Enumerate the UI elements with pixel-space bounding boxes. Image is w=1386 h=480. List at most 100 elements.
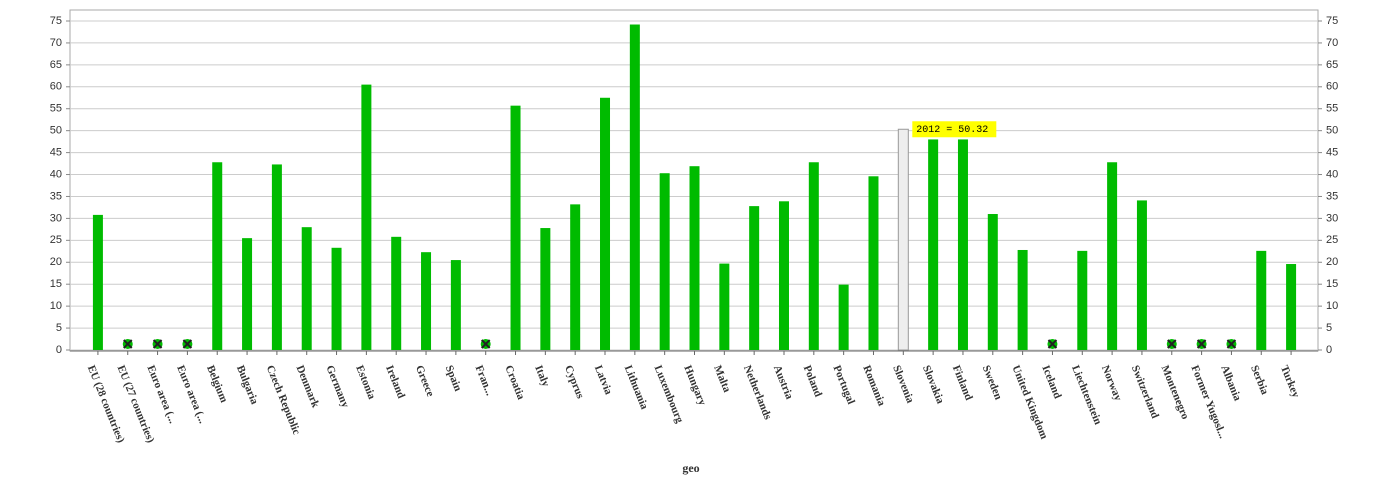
bar — [689, 166, 700, 350]
bar — [212, 162, 223, 350]
x-tick-label: Lithuania — [622, 364, 651, 412]
bar — [1017, 249, 1028, 350]
bar — [928, 139, 939, 350]
y2-tick-label: 5 — [1326, 322, 1332, 334]
x-tick-label: Romania — [860, 364, 887, 409]
missing-cross — [1167, 339, 1177, 349]
bar — [868, 176, 879, 350]
bar — [897, 128, 909, 351]
missing-cross — [1196, 339, 1207, 349]
x-tick-label: Serbia — [1248, 364, 1271, 397]
y-tick-label: 45 — [50, 147, 62, 159]
x-tick-label: Poland — [801, 364, 824, 399]
tooltip-text: 2012 = 50.32 — [916, 125, 988, 136]
bar — [242, 238, 253, 350]
x-tick-label: Italy — [532, 364, 552, 389]
missing-marker — [182, 339, 193, 349]
x-tick-label: Sweden — [980, 364, 1005, 402]
bar — [1286, 264, 1297, 350]
bar — [1107, 162, 1118, 350]
y-tick-label: 10 — [50, 300, 62, 312]
y2-tick-label: 55 — [1326, 103, 1338, 115]
bar — [391, 236, 402, 350]
bar — [600, 97, 611, 351]
bar — [778, 201, 789, 350]
bar — [659, 173, 670, 350]
y2-tick-label: 45 — [1326, 147, 1338, 159]
x-tick-label: Greece — [413, 364, 436, 399]
bar — [510, 105, 521, 351]
x-tick-label: Slovakia — [920, 364, 946, 406]
bar — [749, 206, 760, 350]
y2-tick-label: 30 — [1326, 212, 1338, 224]
x-tick-label: Cyprus — [562, 364, 586, 401]
y-tick-label: 20 — [50, 256, 62, 268]
bar — [1077, 250, 1088, 350]
x-tick-label: Euro area (... — [144, 364, 178, 426]
missing-marker — [152, 339, 163, 349]
bar — [629, 24, 640, 350]
y-tick-label: 30 — [50, 212, 62, 224]
x-tick-label: Ireland — [383, 364, 407, 401]
y-tick-label: 15 — [50, 278, 62, 290]
y2-tick-label: 75 — [1326, 15, 1338, 27]
bar — [301, 227, 312, 350]
bar — [421, 252, 432, 350]
y2-tick-label: 25 — [1326, 234, 1338, 246]
x-tick-label: Euro area (... — [174, 364, 208, 426]
x-tick-label: Finland — [950, 364, 975, 403]
x-tick-label: Denmark — [294, 364, 322, 411]
x-tick-label: Bulgaria — [234, 364, 261, 407]
x-tick-label: Hungary — [681, 364, 708, 408]
x-tick-label: Switzerland — [1129, 364, 1161, 421]
bar — [838, 284, 849, 350]
tooltip-box — [912, 121, 997, 138]
x-tick-label: Luxembourg — [652, 364, 686, 426]
y-tick-label: 40 — [50, 168, 62, 180]
bar — [808, 162, 819, 350]
x-tick-label: Netherlands — [741, 364, 774, 422]
y2-tick-label: 50 — [1326, 125, 1338, 137]
bar — [540, 228, 551, 350]
x-tick-label: Albania — [1218, 364, 1243, 404]
missing-cross — [152, 339, 163, 349]
y-tick-label: 55 — [50, 103, 62, 115]
y2-tick-label: 0 — [1326, 344, 1332, 356]
bar — [271, 164, 282, 350]
x-tick-label: Latvia — [592, 364, 615, 397]
missing-cross — [123, 339, 133, 349]
y2-tick-label: 40 — [1326, 168, 1338, 180]
x-tick-label: Portugal — [831, 364, 857, 406]
x-tick-label: Slovenia — [890, 364, 916, 406]
x-tick-label: Malta — [711, 364, 733, 395]
y-tick-label: 60 — [50, 81, 62, 93]
x-tick-label: Spain — [443, 364, 464, 393]
x-tick-label: Turkey — [1278, 364, 1302, 400]
x-tick-label: Iceland — [1039, 364, 1063, 401]
bar — [361, 84, 372, 351]
y-tick-label: 75 — [50, 15, 62, 27]
bar — [987, 214, 998, 350]
y-tick-label: 0 — [56, 344, 62, 356]
missing-cross — [1226, 339, 1237, 349]
x-tick-label: Liechtenstein — [1069, 364, 1104, 427]
missing-marker — [1226, 339, 1237, 349]
bar — [570, 204, 581, 350]
y2-tick-label: 70 — [1326, 37, 1338, 49]
x-tick-label: Montenegro — [1159, 364, 1192, 422]
missing-cross — [1047, 339, 1058, 349]
missing-cross — [182, 339, 193, 349]
x-tick-label: Croatia — [502, 364, 527, 402]
x-tick-label: Germany — [323, 364, 351, 410]
x-axis-label: geo — [682, 461, 699, 475]
bar — [450, 260, 461, 350]
bar — [1136, 200, 1147, 350]
missing-marker — [122, 339, 133, 349]
x-tick-label: Belgium — [204, 364, 230, 405]
tooltip: 2012 = 50.32 — [912, 121, 997, 138]
y2-tick-label: 35 — [1326, 190, 1338, 202]
y2-tick-label: 15 — [1326, 278, 1338, 290]
missing-cross — [480, 339, 491, 349]
x-tick-label: Estonia — [353, 364, 378, 402]
y-tick-label: 65 — [50, 59, 62, 71]
